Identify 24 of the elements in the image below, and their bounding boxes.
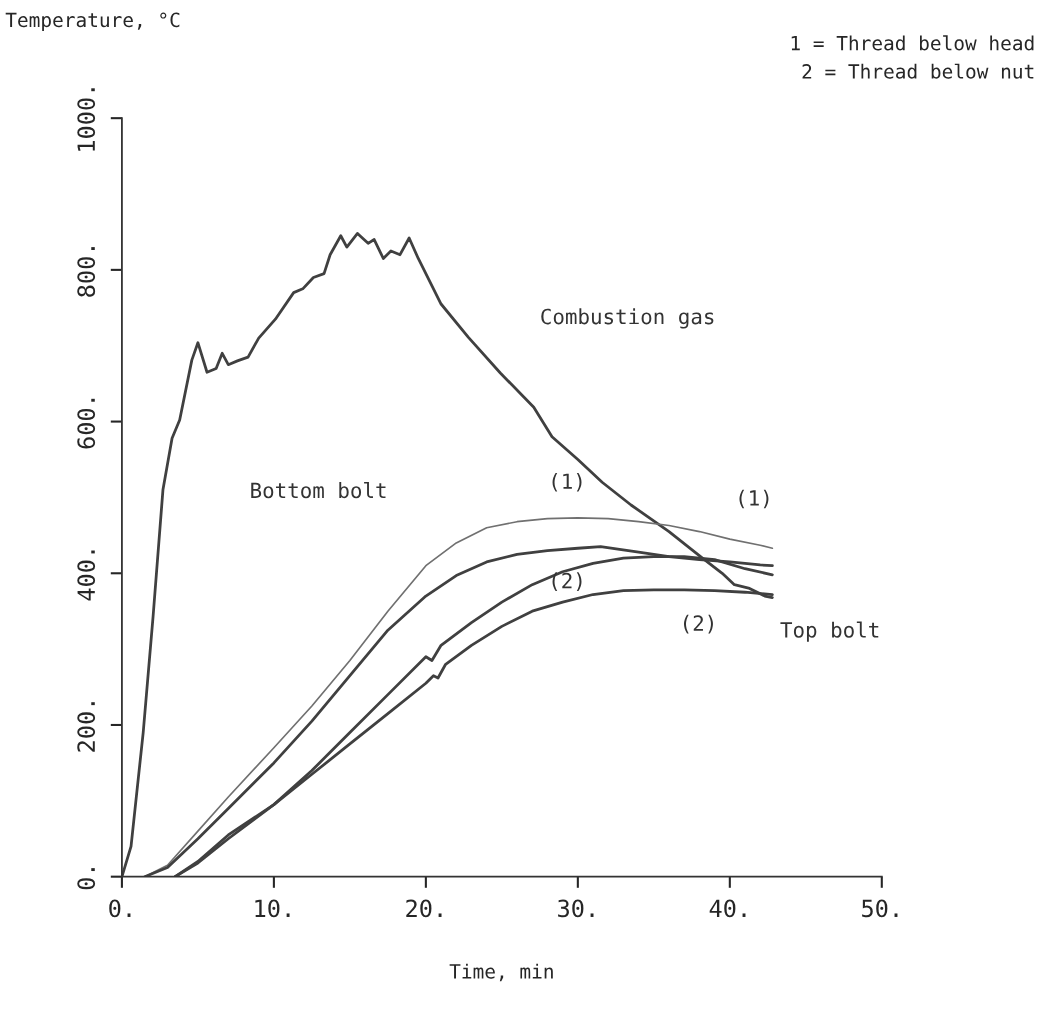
text: 1 = Thread below head [791, 35, 1034, 51]
line-series [121, 232, 774, 877]
y-axis-title: Temperature, °C [5, 12, 180, 32]
annotation: (1) [552, 473, 582, 492]
annotation: Bottom bolt [251, 481, 386, 499]
x-axis-title: Time, min [449, 963, 553, 982]
x-tick-label: 50. [862, 899, 898, 918]
y-tick-label: 0. [77, 868, 96, 890]
y-tick-label: 800. [77, 247, 96, 297]
annotation: Top bolt [780, 621, 879, 642]
x-tick-label: 10. [255, 899, 290, 918]
annotation: Combustion gas [541, 308, 714, 329]
y-tick-label: 400. [77, 550, 96, 601]
y-tick-label: 1000. [77, 88, 96, 151]
x-tick-label: 40. [709, 899, 746, 918]
y-tick-label: 600. [77, 398, 96, 449]
annotation: (2) [552, 572, 582, 591]
y-tick-label: 200. [77, 702, 96, 752]
text: 2 = Thread below nut [802, 63, 1034, 79]
x-tick-label: 20. [406, 899, 442, 918]
annotation: (1) [739, 489, 769, 509]
x-tick-label: 30. [558, 899, 594, 918]
annotation: (2) [684, 614, 713, 634]
x-tick-label: 0. [109, 899, 131, 918]
